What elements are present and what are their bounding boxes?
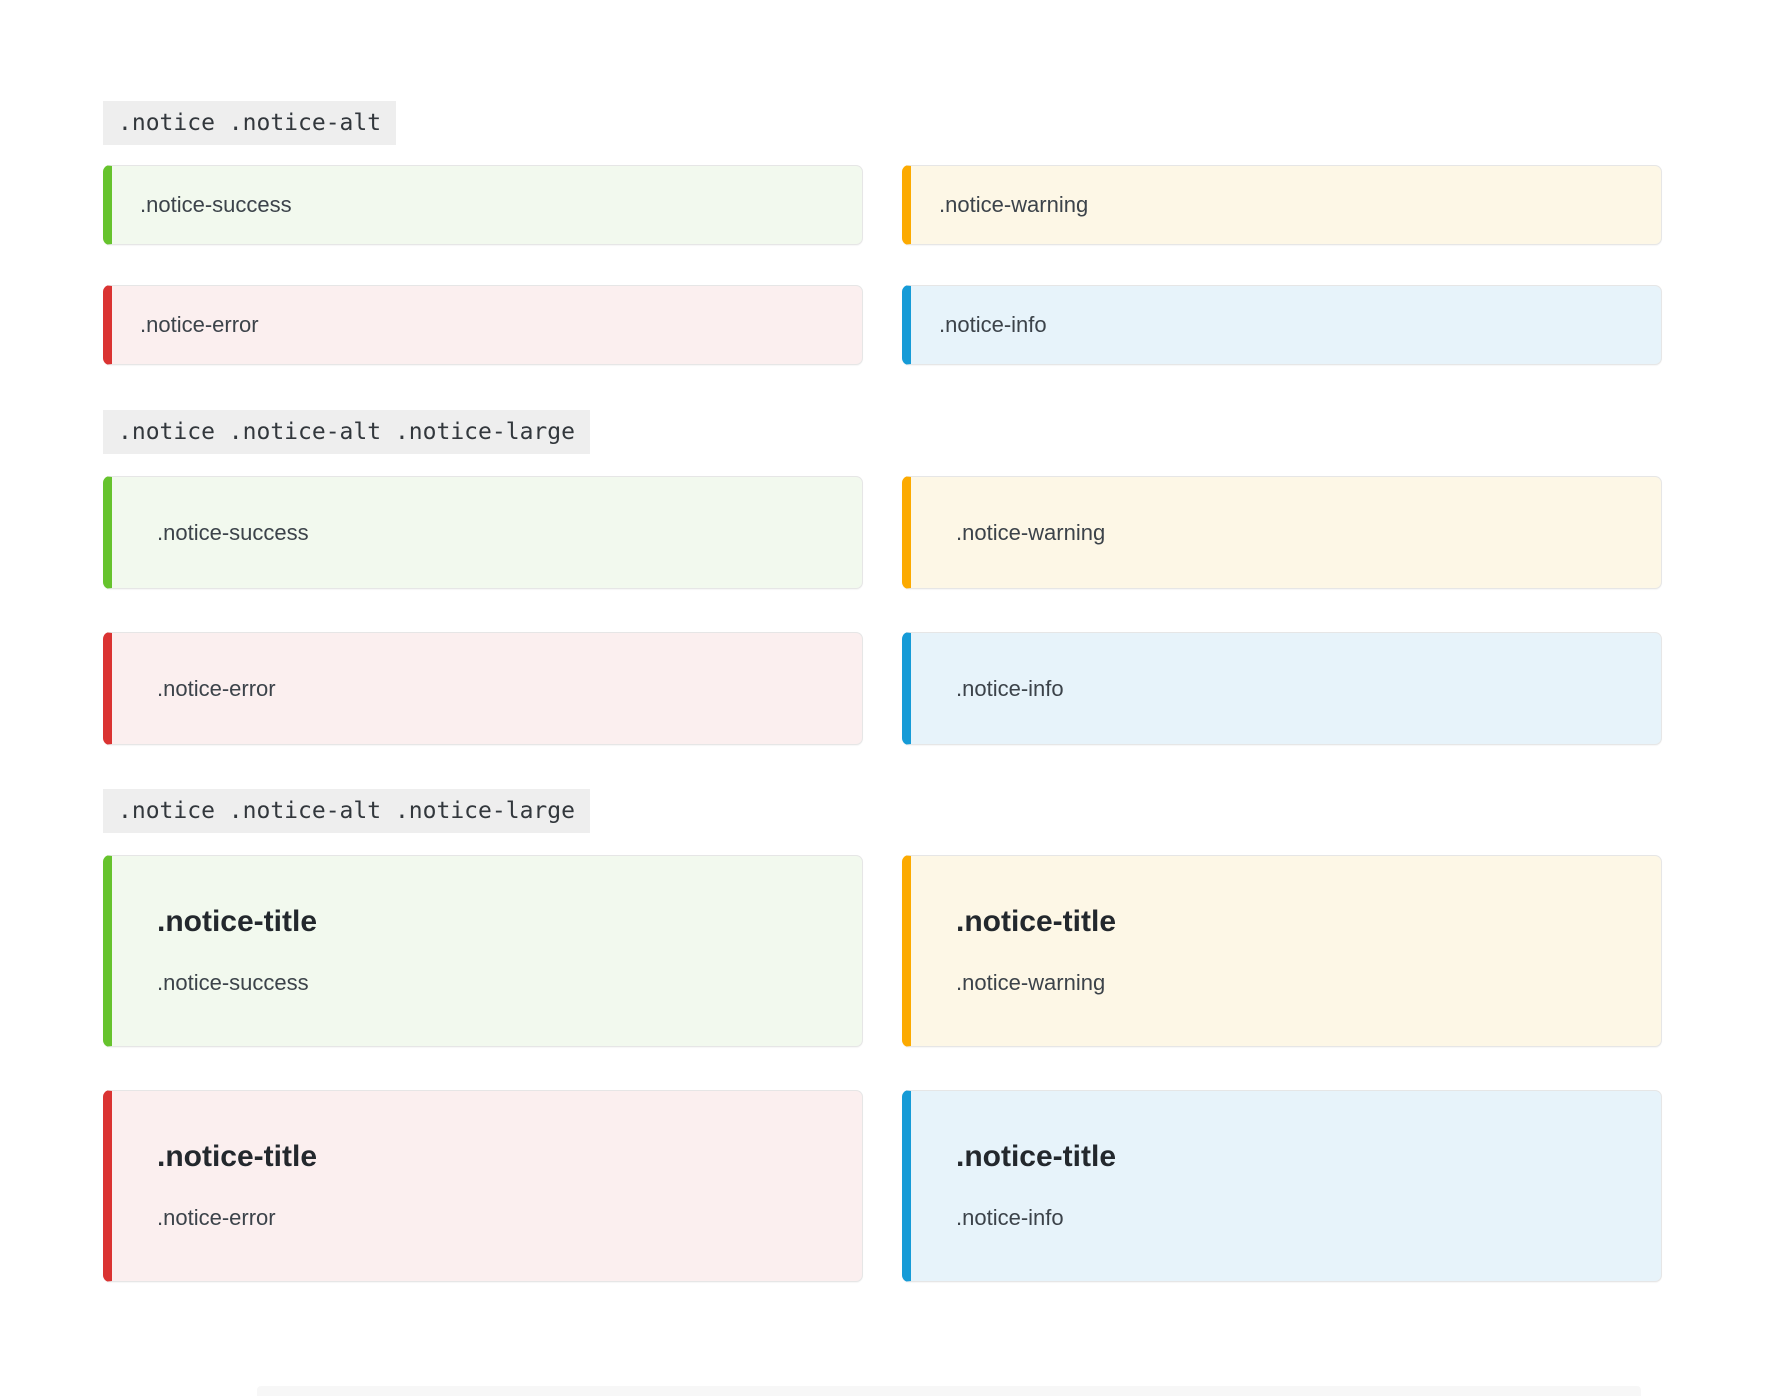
notice-warning: .notice-warning (902, 165, 1662, 245)
section-label-row: .notice .notice-alt .notice-large (103, 745, 1662, 833)
code-chip-notice-alt-large: .notice .notice-alt .notice-large (103, 410, 590, 454)
notice-body-label: .notice-info (939, 312, 1047, 338)
notice-large-info: .notice-info (902, 632, 1662, 745)
notice-body-label: .notice-warning (956, 519, 1106, 545)
section-label-row: .notice .notice-alt .notice-large (103, 365, 1662, 454)
notice-title-label: .notice-title (956, 905, 1117, 939)
notice-body-label: .notice-error (157, 1205, 276, 1231)
notice-body-label: .notice-warning (956, 970, 1106, 996)
code-chip-notice-titled: .notice .notice-alt .notice-large (103, 789, 590, 833)
notice-grid: .notice-success .notice-warning .notice-… (103, 476, 1662, 745)
notice-info: .notice-info (902, 285, 1662, 365)
notice-large-warning: .notice-warning (902, 476, 1662, 589)
notice-large-error: .notice-error (103, 632, 863, 745)
section-notice-alt-large: .notice .notice-alt .notice-large .notic… (103, 365, 1662, 745)
notice-title-label: .notice-title (157, 1140, 318, 1174)
notice-titled-warning: .notice-title .notice-warning (902, 855, 1662, 1047)
notice-titled-success: .notice-title .notice-success (103, 855, 863, 1047)
notice-body-label: .notice-info (956, 675, 1064, 701)
notice-body-label: .notice-success (140, 192, 292, 218)
notice-error: .notice-error (103, 285, 863, 365)
notice-body-label: .notice-warning (939, 192, 1089, 218)
notice-large-success: .notice-success (103, 476, 863, 589)
notice-body-label: .notice-info (956, 1205, 1064, 1231)
notice-body-label: .notice-error (157, 675, 276, 701)
notice-titled-error: .notice-title .notice-error (103, 1090, 863, 1282)
section-notice-titled: .notice .notice-alt .notice-large .notic… (103, 745, 1662, 1282)
notice-body-label: .notice-error (140, 312, 259, 338)
styleguide-content: .notice .notice-alt .notice-success .not… (103, 0, 1662, 1282)
notice-title-label: .notice-title (956, 1140, 1117, 1174)
notice-grid: .notice-title .notice-success .notice-ti… (103, 855, 1662, 1282)
bottom-section-divider (257, 1386, 1641, 1396)
code-chip-notice-alt: .notice .notice-alt (103, 101, 397, 145)
notice-body-label: .notice-success (157, 519, 309, 545)
section-notice-alt: .notice .notice-alt .notice-success .not… (103, 0, 1662, 365)
notice-titled-info: .notice-title .notice-info (902, 1090, 1662, 1282)
notice-grid: .notice-success .notice-warning .notice-… (103, 165, 1662, 365)
notice-body-label: .notice-success (157, 970, 309, 996)
notice-success: .notice-success (103, 165, 863, 245)
section-label-row: .notice .notice-alt (103, 0, 1662, 145)
notice-title-label: .notice-title (157, 905, 318, 939)
